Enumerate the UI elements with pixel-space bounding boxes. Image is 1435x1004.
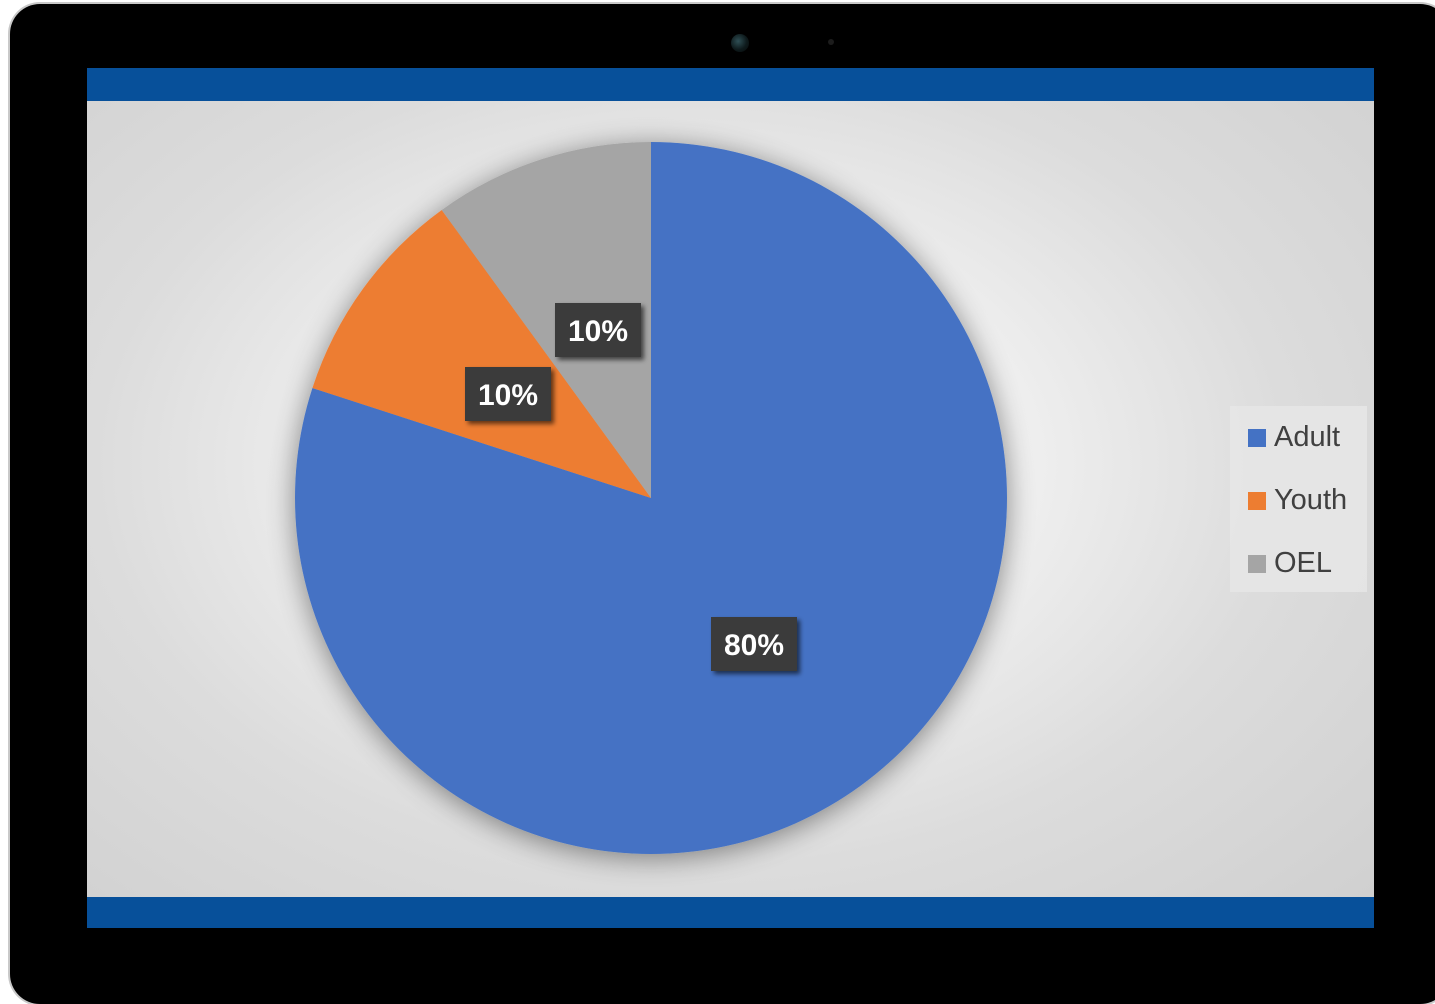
pie-slice-oel	[441, 142, 651, 498]
data-label-box	[465, 367, 551, 421]
sensor-icon	[828, 39, 834, 45]
legend-label-adult: Adult	[1274, 421, 1341, 453]
chart-legend: Adult Youth OEL	[1230, 406, 1367, 592]
data-label-text: 10%	[568, 315, 628, 348]
legend-swatch-youth	[1248, 492, 1266, 510]
data-label-text: 80%	[724, 629, 784, 662]
legend-swatch-adult	[1248, 429, 1266, 447]
legend-item-youth: Youth	[1248, 480, 1367, 543]
pie-slice-youth	[312, 209, 651, 499]
camera-icon	[731, 34, 749, 52]
slide-top-band	[87, 68, 1374, 101]
slide-bottom-band	[87, 897, 1374, 928]
data-label-box	[711, 617, 797, 671]
presentation-slide: 80% 10% 10% Adult Youth OEL	[87, 68, 1374, 928]
legend-label-youth: Youth	[1274, 484, 1348, 516]
pie-chart: 80% 10% 10%	[295, 142, 1007, 854]
data-label-box	[555, 303, 641, 357]
data-label-oel: 10%	[555, 303, 641, 357]
legend-swatch-oel	[1248, 555, 1266, 573]
legend-item-adult: Adult	[1248, 417, 1367, 480]
legend-label-oel: OEL	[1274, 547, 1333, 579]
data-label-youth: 10%	[465, 367, 551, 421]
data-label-adult: 80%	[711, 617, 797, 671]
data-label-text: 10%	[478, 379, 538, 412]
legend-item-oel: OEL	[1248, 543, 1367, 606]
